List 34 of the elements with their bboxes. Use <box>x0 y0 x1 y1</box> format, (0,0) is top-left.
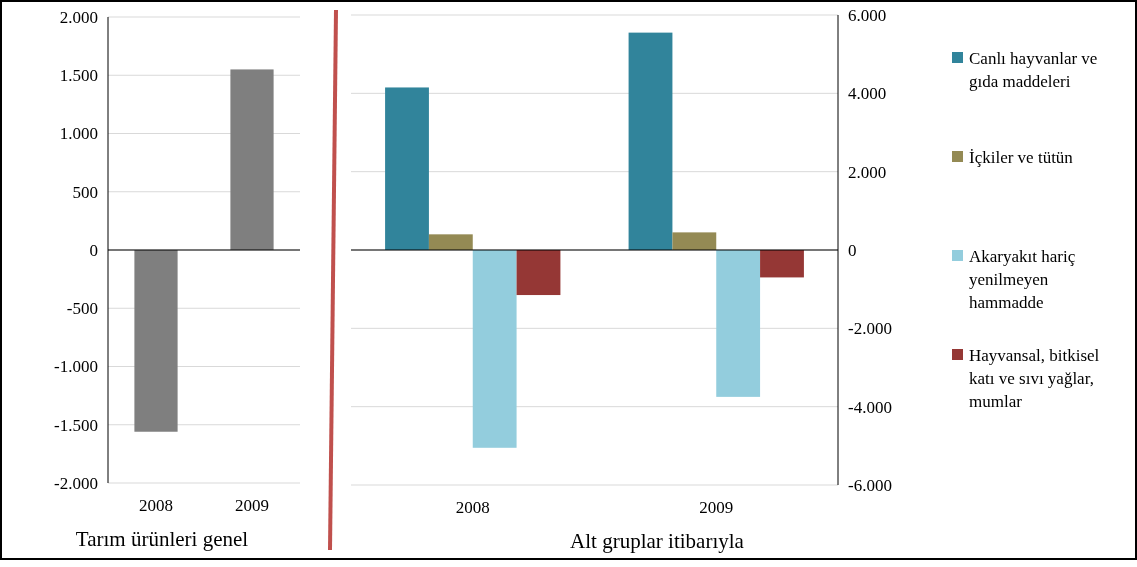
x-tick-label: 2008 <box>139 496 173 515</box>
y-tick-label: 0 <box>848 240 857 260</box>
legend-label: Hayvansal, bitkisel katı ve sıvı yağlar, mumlar <box>969 345 1100 411</box>
y-tick-label: 6.000 <box>848 5 887 25</box>
y-tick-label: -1.000 <box>54 357 98 377</box>
y-tick-label: 0 <box>89 240 98 260</box>
x-tick-label: 2009 <box>235 496 269 515</box>
y-tick-label: -6.000 <box>848 475 892 495</box>
bar <box>428 234 473 250</box>
y-tick-label: -2.000 <box>54 473 98 493</box>
bar <box>672 232 717 250</box>
legend-label: Akaryakıt hariç yenilmeyen hammadde <box>969 246 1076 312</box>
x-axis-title: Alt gruplar itibarıyla <box>570 529 745 553</box>
bar <box>628 32 673 250</box>
bar <box>472 250 517 448</box>
bar <box>716 250 761 397</box>
y-tick-label: 2.000 <box>848 162 887 182</box>
y-tick-label: 1.000 <box>59 124 98 144</box>
y-tick-label: 4.000 <box>848 84 887 104</box>
y-tick-label: 1.500 <box>59 66 98 86</box>
y-tick-label: -1.500 <box>54 415 98 435</box>
x-tick-label: 2009 <box>699 498 734 517</box>
y-tick-label: 500 <box>72 182 98 202</box>
y-tick-label: 2.000 <box>59 7 98 27</box>
legend-label: İçkiler ve tütün <box>969 147 1074 167</box>
x-axis-title: Tarım ürünleri genel <box>75 527 249 551</box>
y-tick-label: -4.000 <box>848 397 892 417</box>
bar <box>385 87 429 250</box>
y-tick-label: -500 <box>66 299 98 319</box>
bar <box>760 250 804 278</box>
y-tick-label: -2.000 <box>848 319 892 339</box>
legend-label: Canlı hayvanlar ve gıda maddeleri <box>969 48 1098 91</box>
x-tick-label: 2008 <box>455 498 490 517</box>
bar <box>516 250 561 296</box>
